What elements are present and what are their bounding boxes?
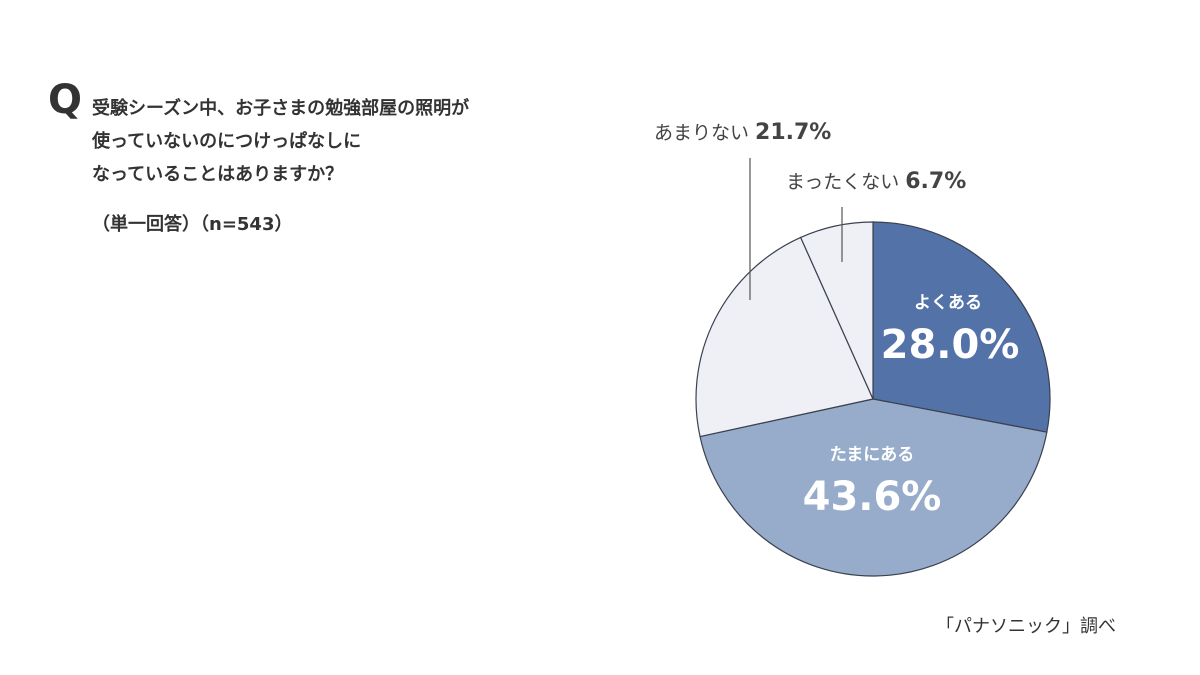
label-rarely-name: あまりない xyxy=(654,122,750,144)
pie-slices xyxy=(695,221,1051,577)
label-sometimes-name: たまにある xyxy=(830,445,915,465)
label-never-pct: 6.7% xyxy=(905,169,967,194)
question-line-1: 受験シーズン中、お子さまの勉強部屋の照明が xyxy=(92,98,470,119)
label-rarely: あまりない 21.7% xyxy=(654,118,831,145)
label-never-name: まったくない xyxy=(786,171,900,193)
question-line-2: 使っていないのにつけっぱなしに xyxy=(92,131,362,152)
question-note: （単一回答）（n=543） xyxy=(92,214,293,235)
label-rarely-pct: 21.7% xyxy=(755,120,832,145)
pie-slice-sometimes xyxy=(699,398,1048,577)
label-never: まったくない 6.7% xyxy=(786,167,966,194)
question-mark: Q xyxy=(48,77,83,123)
pie-slice-rarely xyxy=(695,236,874,438)
question-text: 受験シーズン中、お子さまの勉強部屋の照明が 使っていないのにつけっぱなしに なっ… xyxy=(92,92,469,191)
label-sometimes-pct: 43.6% xyxy=(803,474,942,520)
label-often-name: よくある xyxy=(914,293,982,313)
source-note: 「パナソニック」調べ xyxy=(936,616,1116,637)
pie-slice-never xyxy=(799,221,874,400)
label-often-pct: 28.0% xyxy=(881,322,1020,368)
question-line-3: なっていることはありますか？ xyxy=(92,164,344,185)
pie-slice-often xyxy=(872,221,1051,433)
